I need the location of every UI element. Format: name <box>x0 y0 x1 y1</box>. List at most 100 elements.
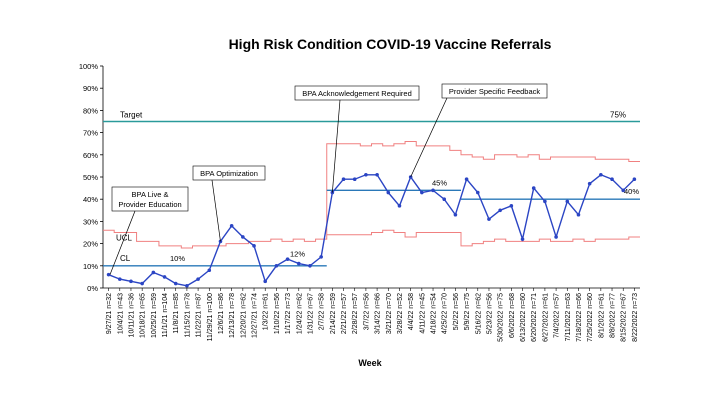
data-point <box>185 283 189 288</box>
annotation-leader <box>109 210 136 275</box>
data-point <box>386 190 391 195</box>
x-tick-label: 12/6/21 n=86 <box>218 293 225 334</box>
cl-label: CL <box>120 254 131 263</box>
x-tick-label: 4/18/22 n=54 <box>431 293 438 334</box>
x-tick-label: 6/27/2022 n=61 <box>542 293 549 342</box>
data-point <box>241 235 245 239</box>
center-value-label: 40% <box>624 187 639 196</box>
x-tick-label: 4/25/22 n=70 <box>442 293 449 334</box>
data-point <box>341 177 346 182</box>
x-tick-label: 9/27/21 n=32 <box>106 293 113 334</box>
data-point <box>509 204 514 208</box>
x-tick-label: 1/31/22 n=67 <box>307 293 314 334</box>
data-point <box>610 177 614 182</box>
x-tick-label: 11/22/21 n=87 <box>196 293 203 338</box>
x-tick-label: 10/25/21 n=59 <box>151 293 158 338</box>
y-tick-label: 90% <box>83 84 98 93</box>
x-tick-label: 8/22/2022 n=73 <box>632 293 639 342</box>
x-tick-label: 6/13/2022 n=60 <box>520 293 527 342</box>
x-tick-label: 3/21/22 n=70 <box>386 293 393 334</box>
annotation-box <box>111 186 189 212</box>
x-tick-label: 1/10/22 n=56 <box>274 293 281 334</box>
annotation-label: BPA Optimization <box>200 169 258 178</box>
data-point <box>565 199 570 204</box>
data-point <box>140 281 144 286</box>
x-tick-label: 7/18/2022 n=66 <box>576 293 583 342</box>
data-point <box>420 190 424 195</box>
data-point <box>599 172 603 177</box>
x-tick-label: 7/4/2022 n=57 <box>554 293 561 338</box>
x-tick-label: 5/30/2022 n=75 <box>498 293 505 342</box>
data-point <box>151 270 156 275</box>
annotation-leader <box>211 179 221 242</box>
data-point <box>274 264 279 268</box>
annotation-leader <box>410 97 448 178</box>
data-point <box>632 177 637 182</box>
data-point <box>129 279 133 284</box>
y-tick-label: 70% <box>83 129 98 138</box>
data-point <box>543 199 547 204</box>
ucl-line <box>103 140 640 249</box>
x-tick-label: 5/2/22 n=56 <box>453 293 460 330</box>
y-tick-label: 40% <box>83 195 98 204</box>
data-point <box>207 268 212 273</box>
y-tick-label: 0% <box>87 284 98 293</box>
data-point <box>442 197 447 201</box>
x-tick-label: 11/29/21 n=100 <box>207 293 214 341</box>
x-tick-label: 3/28/22 n=52 <box>397 293 404 334</box>
y-tick-label: 20% <box>83 240 98 249</box>
x-tick-label: 2/21/22 n=57 <box>341 293 348 334</box>
data-point <box>587 181 592 186</box>
x-tick-label: 12/27/21 n=74 <box>252 293 259 338</box>
annotation-label: BPA Acknowledgement Required <box>302 89 412 98</box>
target-label: Target <box>120 111 143 120</box>
x-tick-label: 2/28/22 n=57 <box>352 293 359 334</box>
data-point <box>576 212 581 217</box>
data-line <box>108 173 635 287</box>
annotation-box <box>294 85 420 101</box>
data-point <box>554 235 558 239</box>
y-tick-label: 60% <box>83 151 98 160</box>
x-tick-label: 11/8/21 n=85 <box>173 293 180 334</box>
chart-title: High Risk Condition COVID-19 Vaccine Ref… <box>229 36 552 52</box>
data-point <box>285 257 290 261</box>
center-value-label: 12% <box>290 249 305 258</box>
x-tick-label: 8/1/2022 n=61 <box>598 293 605 338</box>
data-point <box>364 172 368 177</box>
data-point <box>397 204 402 208</box>
x-tick-label: 6/20/2022 n=71 <box>531 293 538 342</box>
annotation-box <box>192 165 266 181</box>
data-point <box>498 208 502 213</box>
data-point <box>453 212 458 217</box>
x-tick-label: 1/24/22 n=62 <box>296 293 303 334</box>
annotation-label: BPA Live & Provider Education <box>118 190 181 209</box>
x-tick-label: 8/8/2022 n=77 <box>610 293 617 338</box>
data-point <box>308 264 312 268</box>
data-point <box>196 277 200 281</box>
target-value-label: 75% <box>610 111 626 120</box>
data-point <box>252 244 256 248</box>
data-point <box>319 255 323 259</box>
x-tick-label: 12/13/21 n=78 <box>229 293 236 338</box>
data-point <box>117 277 122 281</box>
data-point <box>173 281 178 286</box>
lcl-line <box>326 229 640 247</box>
x-tick-label: 6/6/2022 n=68 <box>509 293 516 338</box>
data-point <box>352 177 357 182</box>
data-point <box>487 217 491 221</box>
y-tick-label: 30% <box>83 217 98 226</box>
data-point <box>375 172 379 177</box>
y-tick-label: 50% <box>83 173 98 182</box>
y-tick-label: 10% <box>83 262 98 271</box>
x-tick-label: 1/17/22 n=73 <box>285 293 292 334</box>
x-tick-label: 5/16/22 n=62 <box>475 293 482 334</box>
data-point <box>475 190 480 195</box>
annotation-leader <box>331 99 341 193</box>
x-tick-label: 7/25/2022 n=60 <box>587 293 594 342</box>
x-tick-label: 12/20/21 n=62 <box>240 293 247 338</box>
x-tick-label: 7/11/2022 n=63 <box>565 293 572 341</box>
x-tick-label: 1/3/22 n=61 <box>263 293 270 330</box>
x-tick-label: 2/14/22 n=59 <box>330 293 337 334</box>
annotation-label: Provider Specific Feedback <box>449 87 541 96</box>
